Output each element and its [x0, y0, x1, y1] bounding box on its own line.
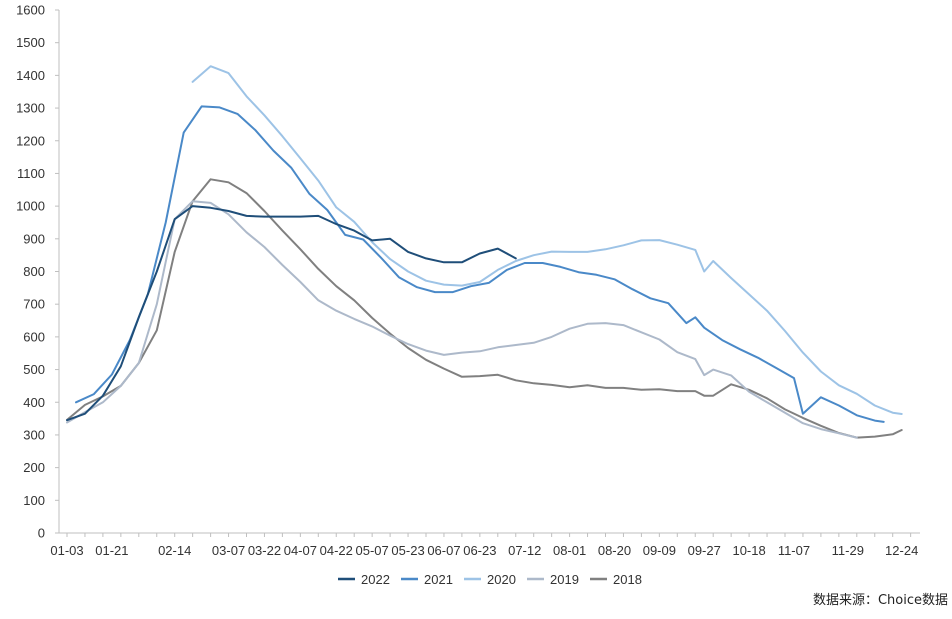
y-tick-label: 300	[23, 427, 45, 442]
series-line-2019	[66, 200, 858, 439]
x-tick-label: 05-23	[391, 543, 424, 558]
x-tick-label: 03-07	[212, 543, 245, 558]
x-tick-label: 12-24	[885, 543, 918, 558]
y-tick-label: 100	[23, 493, 45, 508]
x-tick-label: 02-14	[158, 543, 191, 558]
series-line-2022	[66, 205, 517, 422]
series-line-2020	[191, 65, 903, 415]
source-note: 数据来源：Choice数据	[813, 593, 948, 608]
series-layer	[66, 65, 903, 439]
y-tick-label: 800	[23, 264, 45, 279]
y-tick-label: 1300	[16, 101, 45, 116]
x-tick-label: 04-07	[284, 543, 317, 558]
y-tick-label: 600	[23, 329, 45, 344]
x-tick-label: 04-22	[320, 543, 353, 558]
y-tick-label: 0	[38, 526, 45, 541]
x-tick-label: 07-12	[508, 543, 541, 558]
y-tick-label: 1000	[16, 199, 45, 214]
x-tick-label: 09-27	[688, 543, 721, 558]
y-tick-label: 1200	[16, 133, 45, 148]
y-tick-label: 900	[23, 231, 45, 246]
x-tick-label: 08-01	[553, 543, 586, 558]
legend: 2022 2021 2020 2019 2018	[338, 572, 642, 587]
x-tick-label: 01-21	[95, 543, 128, 558]
y-tick-label: 200	[23, 460, 45, 475]
y-tick-label: 1500	[16, 35, 45, 50]
x-tick-label: 09-09	[643, 543, 676, 558]
y-tick-label: 400	[23, 395, 45, 410]
series-line-2021	[75, 105, 885, 423]
legend-label-2019: 2019	[550, 572, 579, 587]
x-tick-label: 06-07	[427, 543, 460, 558]
x-tick-label: 10-18	[732, 543, 765, 558]
y-tick-label: 500	[23, 362, 45, 377]
y-tick-label: 1400	[16, 68, 45, 83]
x-tick-label: 11-29	[832, 543, 864, 558]
x-tick-label: 06-23	[463, 543, 496, 558]
legend-label-2021: 2021	[424, 572, 453, 587]
y-tick-label: 1100	[17, 166, 45, 181]
legend-label-2018: 2018	[613, 572, 642, 587]
x-axis: 01-03 01-21 02-14 03-07 03-22 04-07 04-22 05-07…	[50, 532, 920, 558]
x-tick-label: 11-07	[778, 543, 810, 558]
legend-label-2020: 2020	[487, 572, 516, 587]
x-tick-label: 05-07	[356, 543, 389, 558]
series-line-2018	[66, 178, 903, 439]
y-axis: 0 100 200 300 400 500 600 700 800 900 1000 1100 1200…	[16, 3, 60, 541]
y-tick-label: 1600	[16, 3, 45, 18]
y-tick-label: 700	[23, 297, 45, 312]
x-tick-label: 08-20	[598, 543, 631, 558]
legend-label-2022: 2022	[361, 572, 390, 587]
x-tick-label: 01-03	[50, 543, 83, 558]
x-tick-label: 03-22	[248, 543, 281, 558]
